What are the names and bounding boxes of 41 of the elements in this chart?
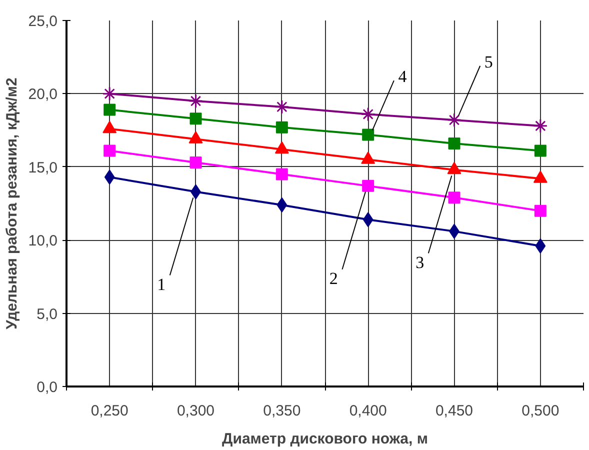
x-tick-label: 0,500 xyxy=(522,402,560,420)
point xyxy=(362,180,374,192)
annotation: 3 xyxy=(416,253,424,272)
x-axis-title: Диаметр дискового ножа, м xyxy=(222,430,428,448)
point xyxy=(190,112,202,125)
point xyxy=(448,192,460,204)
point xyxy=(104,104,116,116)
annotation: 4 xyxy=(398,67,408,86)
x-tick-label: 0,400 xyxy=(349,402,387,420)
y-tick-label: 20,0 xyxy=(28,86,58,104)
y-tick-label: 0,0 xyxy=(36,379,58,396)
point xyxy=(534,144,546,157)
point xyxy=(533,118,548,134)
annotation: 2 xyxy=(329,269,338,288)
point xyxy=(104,170,115,185)
x-tick-label: 0,350 xyxy=(263,402,301,420)
point xyxy=(276,121,288,134)
point xyxy=(362,128,374,141)
point xyxy=(276,168,288,180)
point xyxy=(104,144,116,157)
point xyxy=(447,112,462,128)
point xyxy=(534,204,546,217)
point xyxy=(362,212,374,228)
x-tick-label: 0,250 xyxy=(90,402,128,420)
y-tick-label: 25,0 xyxy=(28,13,58,30)
annotation: 1 xyxy=(157,275,166,294)
point xyxy=(535,238,546,254)
point xyxy=(274,100,290,114)
y-tick-label: 10,0 xyxy=(28,232,58,250)
point xyxy=(188,94,203,108)
point xyxy=(190,156,202,169)
point xyxy=(448,137,460,150)
annotation: 5 xyxy=(484,52,493,72)
point xyxy=(360,106,376,122)
point xyxy=(276,197,288,212)
x-tick-label: 0,450 xyxy=(435,402,474,420)
y-axis-title: Удельная работа резания, кДж/м2 xyxy=(3,78,20,330)
x-tick-label: 0,300 xyxy=(176,402,215,420)
y-tick-label: 5,0 xyxy=(36,306,58,323)
y-tick-label: 15,0 xyxy=(28,159,58,176)
point xyxy=(102,86,117,101)
